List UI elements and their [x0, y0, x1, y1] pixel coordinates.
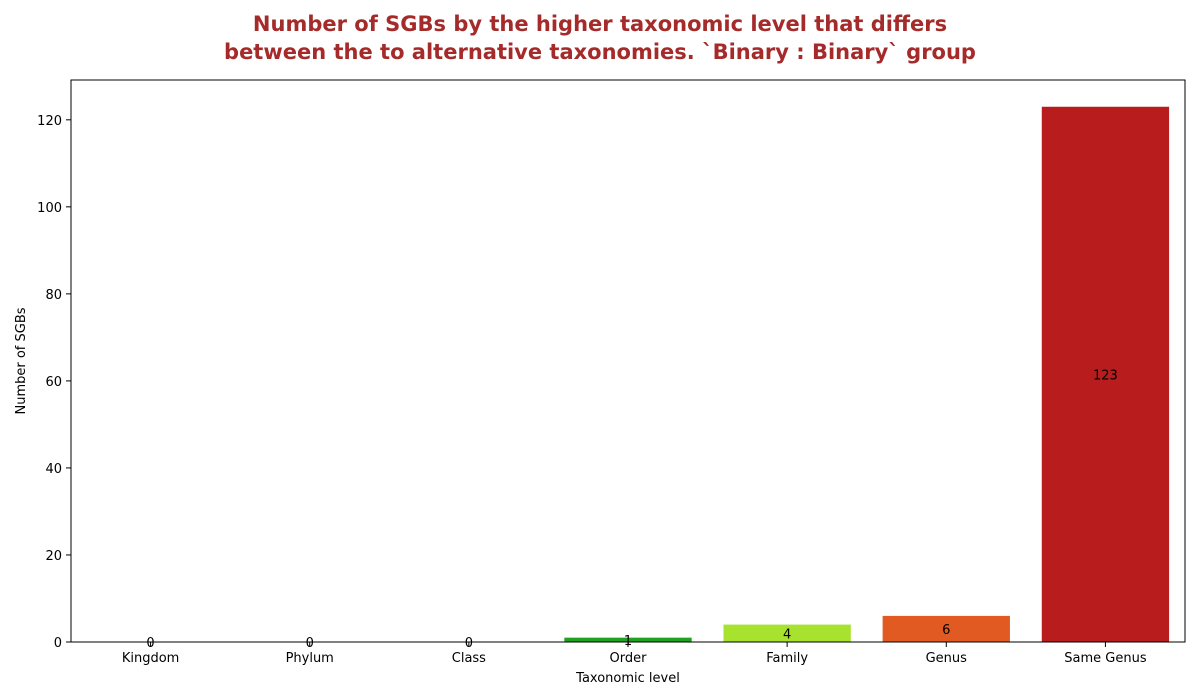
- plot-frame: [70, 79, 1186, 643]
- x-tick-label-phylum: Phylum: [286, 651, 334, 666]
- bar-genus: [882, 615, 1010, 642]
- data-label-same-genus: 123: [1093, 368, 1118, 383]
- x-tick-label-family: Family: [766, 651, 808, 666]
- x-axis: Kingdom Phylum Class Order Family Genus Same G…: [122, 642, 1147, 666]
- x-tick-label-kingdom: Kingdom: [122, 651, 180, 666]
- y-tick-label-0: 0: [54, 636, 62, 651]
- y-tick-label-40: 40: [45, 462, 62, 477]
- chart-title-line-2: between the to alternative taxonomies. `…: [224, 40, 976, 64]
- data-label-genus: 6: [942, 623, 950, 638]
- chart-title: Number of SGBs by the higher taxonomic l…: [0, 10, 1200, 66]
- chart-title-line-1: Number of SGBs by the higher taxonomic l…: [252, 12, 948, 36]
- y-tick-label-120: 120: [37, 114, 62, 129]
- bar-same-genus: [1041, 106, 1170, 642]
- data-label-family: 4: [783, 627, 791, 642]
- bar-order: [564, 637, 692, 642]
- y-tick-label-80: 80: [45, 288, 62, 303]
- x-tick-label-same-genus: Same Genus: [1064, 651, 1147, 666]
- data-label-order: 1: [624, 634, 632, 649]
- bars-group: [564, 106, 1170, 642]
- x-tick-label-class: Class: [452, 651, 486, 666]
- bar-family: [723, 624, 851, 642]
- y-tick-label-60: 60: [45, 375, 62, 390]
- x-axis-label: Taxonomic level: [575, 671, 680, 686]
- x-tick-label-genus: Genus: [926, 651, 968, 666]
- y-axis-label: Number of SGBs: [14, 307, 29, 414]
- y-axis: 0 20 40 60 80 100 120: [37, 114, 71, 651]
- y-tick-label-20: 20: [45, 549, 62, 564]
- x-tick-label-order: Order: [610, 651, 648, 666]
- y-tick-label-100: 100: [37, 201, 62, 216]
